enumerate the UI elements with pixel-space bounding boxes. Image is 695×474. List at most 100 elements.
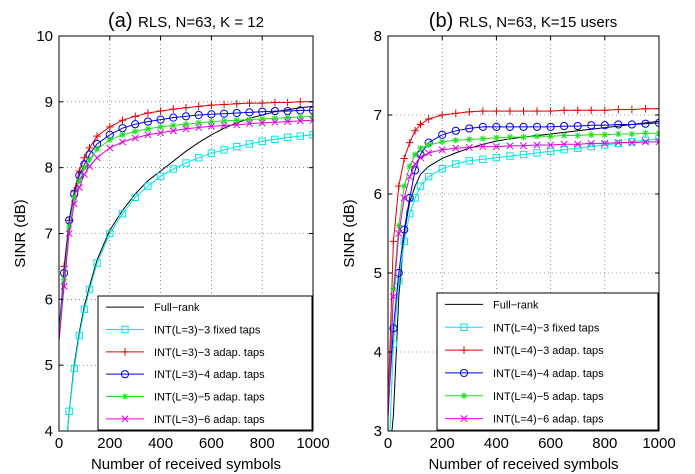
- chart-a-legend-label-0: Full−rank: [154, 302, 200, 314]
- chart-b-series-2-point: [389, 237, 398, 246]
- chart-b-legend: Full−rank INT(L=4)−3 fixed taps INT(L=4)−3…: [436, 292, 659, 431]
- chart-b-series-4-point: [401, 182, 408, 190]
- chart-a-series-3-point: [131, 120, 140, 129]
- chart-a-series-4-point: [208, 118, 215, 125]
- chart-b-series-3-point: [654, 118, 659, 127]
- chart-b-legend-label-1: INT(L=4)−3 fixed taps: [493, 322, 600, 334]
- chart-b-series-1-point: [438, 165, 446, 173]
- chart-b-y-tick-label: 8: [374, 28, 382, 45]
- chart-b-series-1-point: [601, 141, 609, 149]
- chart-b-series-1-point: [546, 147, 555, 156]
- chart-a-y-tick-label: 10: [36, 28, 53, 45]
- chart-a-series-2-point: [220, 100, 228, 109]
- chart-b-series-4-point: [547, 133, 554, 140]
- chart-a-legend-label-5: INT(L=3)−6 adap. taps: [154, 414, 265, 426]
- chart-b-series-1-point: [452, 160, 460, 168]
- chart-b-series-2-point: [601, 106, 609, 115]
- chart-b-series-5-point: [614, 139, 622, 147]
- chart-b-series-2-point: [533, 107, 541, 115]
- chart-b-series-3-point: [505, 122, 515, 131]
- chart-b-x-tick-label: 400: [484, 435, 509, 452]
- chart-a-series-1-point: [131, 193, 139, 201]
- chart-b-series-2-point: [546, 107, 555, 115]
- chart-b-series-3-point: [478, 122, 487, 131]
- chart-b-y-tick-label: 5: [374, 265, 382, 282]
- chart-b-series-4-point: [520, 133, 527, 141]
- chart-a-series-4-point: [170, 122, 177, 129]
- chart-a-series-5-point: [144, 131, 152, 139]
- chart-b-series-5-point: [547, 141, 555, 149]
- chart-b-series-4-point: [601, 131, 608, 138]
- chart-b-legend-label-2: INT(L=4)−3 adap. taps: [493, 345, 604, 357]
- chart-b-x-tick-label: 0: [384, 435, 392, 452]
- chart-a-series-1-point: [169, 165, 178, 173]
- chart-b-series-4-point: [395, 222, 403, 229]
- chart-b-series-5-point: [411, 160, 419, 168]
- chart-a-series-3-point: [232, 108, 241, 118]
- chart-a-series-5-point: [271, 118, 279, 126]
- chart-b-series-2-point: [560, 106, 568, 115]
- chart-a-series-4-point: [271, 115, 279, 122]
- chart-b-series-5-point: [425, 149, 433, 157]
- chart-a-series-3-point: [220, 109, 229, 118]
- chart-a-series-1-point: [61, 461, 67, 467]
- chart-a-series-4-point: [259, 115, 266, 123]
- chart-b-series-5-point: [400, 194, 408, 202]
- chart-b-series-1-point: [411, 194, 419, 202]
- chart-a-legend-label-3: INT(L=3)−4 adap. taps: [154, 369, 265, 381]
- chart-a-series-2-point: [194, 102, 203, 111]
- chart-b-series-1-point: [506, 152, 514, 160]
- chart-b-series-5-point: [519, 142, 528, 150]
- chart-a-series-1-point: [156, 172, 165, 180]
- chart-b-series-5-point: [416, 154, 425, 162]
- chart-b-series-2-point: [479, 107, 487, 115]
- chart-a-series-4-point: [86, 156, 93, 163]
- chart-a-series-4-point: [71, 194, 78, 201]
- chart-a-series-1-point: [182, 159, 190, 167]
- chart-a-x-axis-label: Number of received symbols: [91, 456, 281, 473]
- chart-a-series-5-point: [258, 119, 266, 127]
- chart-b-series-3-point: [614, 120, 623, 129]
- chart-a-series-4-point: [233, 117, 240, 124]
- chart-a-series-3-point: [156, 115, 165, 124]
- chart-b-series-4-point: [574, 132, 581, 139]
- chart-b-series-1-point: [560, 146, 568, 154]
- chart-b-series-4-point: [493, 134, 500, 142]
- chart-a-series-5-point: [195, 123, 203, 132]
- chart-b-series-2-point: [400, 154, 409, 163]
- chart-a-series-1-point: [195, 154, 203, 162]
- chart-a-series-2-point: [283, 98, 292, 107]
- chart-b-series-1-point: [641, 136, 650, 144]
- chart-b-series-3-point: [400, 225, 409, 234]
- chart-b-series-5-point: [560, 140, 568, 148]
- chart-b-x-tick-label: 200: [430, 435, 455, 452]
- chart-a-series-5-point: [169, 127, 177, 135]
- chart-a-series-1-point: [65, 407, 73, 415]
- chart-b-series-3-point: [519, 122, 528, 131]
- chart-b-series-1-point: [492, 153, 501, 162]
- chart-a-series-5-point: [60, 282, 68, 290]
- chart-a-series-4-point: [157, 123, 164, 131]
- chart-a-y-tick-label: 6: [45, 291, 53, 308]
- chart-a-series-1-point: [93, 259, 101, 267]
- chart-a-series-1-point: [80, 305, 89, 313]
- chart-a-legend: Full−rank INT(L=3)−3 fixed taps INT(L=3)−3…: [97, 295, 313, 431]
- chart-a-series-1-point: [106, 229, 114, 238]
- chart-a-series-3-point: [270, 106, 279, 116]
- chart-b-series-5-point: [492, 143, 500, 151]
- chart-a-series-3-line: [59, 109, 313, 326]
- chart-a-x-tick-label: 800: [250, 435, 275, 452]
- chart-a-series-4-point: [132, 128, 139, 135]
- chart-a-series-1-point: [75, 331, 84, 340]
- chart-b-series-2-point: [424, 115, 433, 123]
- chart-a-x-tick-label: 1000: [296, 435, 329, 452]
- chart-b-series-3-point: [546, 122, 555, 131]
- chart-a-series-1-point: [118, 210, 127, 218]
- chart-a-series-4-point: [246, 116, 253, 123]
- chart-b-series-1-point: [479, 155, 487, 163]
- chart-a-series-1-point: [144, 182, 152, 190]
- chart-b-x-tick-label: 800: [592, 435, 617, 452]
- chart-b-series-4-point: [642, 129, 649, 137]
- chart-a-series-5-point: [70, 200, 78, 208]
- chart-b-series-2-point: [492, 107, 501, 115]
